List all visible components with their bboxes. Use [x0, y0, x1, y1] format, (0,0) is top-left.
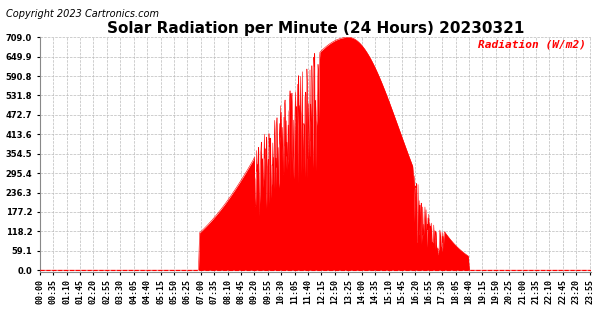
Title: Solar Radiation per Minute (24 Hours) 20230321: Solar Radiation per Minute (24 Hours) 20…	[107, 21, 524, 36]
Text: Copyright 2023 Cartronics.com: Copyright 2023 Cartronics.com	[6, 9, 159, 19]
Text: Radiation (W/m2): Radiation (W/m2)	[478, 40, 586, 50]
